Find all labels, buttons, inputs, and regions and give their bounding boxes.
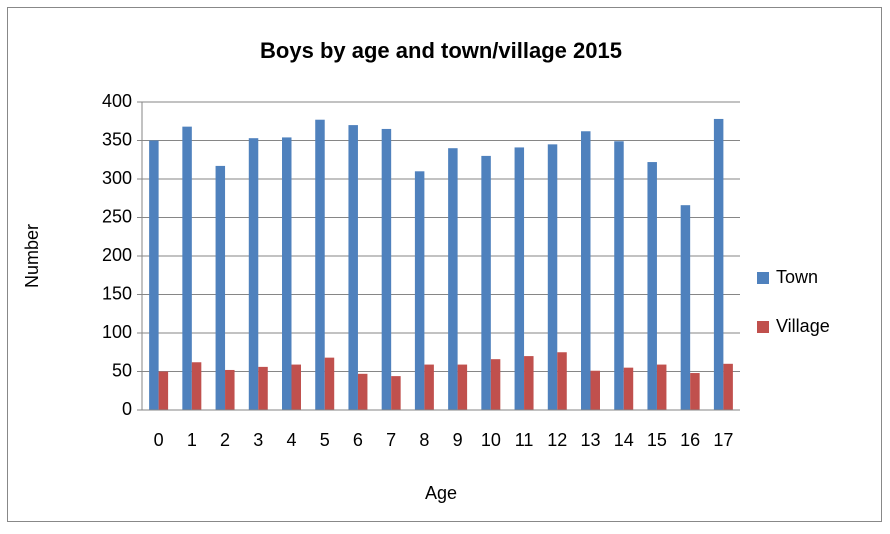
bar <box>590 370 600 410</box>
y-axis-label: Number <box>22 224 42 288</box>
bar <box>225 369 235 410</box>
bar <box>348 125 358 410</box>
x-tick-label: 16 <box>680 430 700 450</box>
bar <box>357 373 368 410</box>
bar <box>414 171 425 410</box>
x-tick-label: 5 <box>320 430 330 450</box>
y-tick-label: 350 <box>102 129 132 149</box>
x-tick-label: 7 <box>386 430 396 450</box>
bar <box>291 364 301 410</box>
bar <box>481 155 491 410</box>
bar <box>191 362 202 410</box>
x-tick-label: 11 <box>515 430 534 450</box>
x-tick-label: 2 <box>220 430 230 450</box>
x-tick-label: 17 <box>713 430 733 450</box>
bar <box>656 364 667 410</box>
bar <box>623 367 634 410</box>
bar <box>557 352 567 410</box>
bar <box>614 141 624 410</box>
x-axis-label: Age <box>425 483 457 503</box>
chart-title: Boys by age and town/village 2015 <box>260 38 622 63</box>
x-tick-label: 14 <box>614 430 634 450</box>
y-tick-label: 300 <box>102 168 132 188</box>
legend-label: Village <box>776 316 830 336</box>
x-tick-label: 6 <box>353 430 363 450</box>
legend-label: Town <box>776 267 818 287</box>
bar <box>149 140 159 410</box>
chart-border <box>7 7 882 522</box>
x-tick-label: 10 <box>481 430 501 450</box>
bar <box>647 162 657 410</box>
bar <box>158 371 169 410</box>
bar <box>713 118 724 410</box>
bar <box>490 359 501 410</box>
bar <box>381 128 392 410</box>
bar <box>690 373 700 410</box>
y-tick-label: 100 <box>102 322 132 342</box>
bar <box>457 364 468 410</box>
y-tick-label: 150 <box>102 283 132 303</box>
y-tick-label: 400 <box>102 91 132 111</box>
bar <box>524 356 534 410</box>
bar <box>680 205 691 410</box>
bar <box>448 148 458 410</box>
x-tick-label: 1 <box>187 430 197 450</box>
bar <box>182 126 192 410</box>
x-tick-label: 0 <box>154 430 164 450</box>
x-tick-label: 9 <box>453 430 463 450</box>
bar <box>391 376 401 410</box>
bar <box>723 363 733 410</box>
y-tick-label: 50 <box>112 360 132 380</box>
bar <box>324 357 335 410</box>
x-tick-label: 15 <box>647 430 667 450</box>
x-tick-label: 13 <box>580 430 600 450</box>
bar <box>258 366 268 410</box>
bar <box>514 147 525 410</box>
x-tick-label: 8 <box>419 430 429 450</box>
x-tick-label: 12 <box>547 430 567 450</box>
bar <box>248 138 259 410</box>
bar <box>424 364 434 410</box>
legend-swatch <box>757 272 769 284</box>
legend-swatch <box>757 321 769 333</box>
y-tick-label: 250 <box>102 206 132 226</box>
x-tick-label: 3 <box>253 430 263 450</box>
bar <box>215 165 226 410</box>
bar <box>282 137 292 411</box>
y-tick-label: 200 <box>102 245 132 265</box>
y-tick-label: 0 <box>122 399 132 419</box>
bar <box>581 131 591 410</box>
x-tick-label: 4 <box>286 430 296 450</box>
bar <box>315 119 325 411</box>
bar <box>547 144 558 410</box>
